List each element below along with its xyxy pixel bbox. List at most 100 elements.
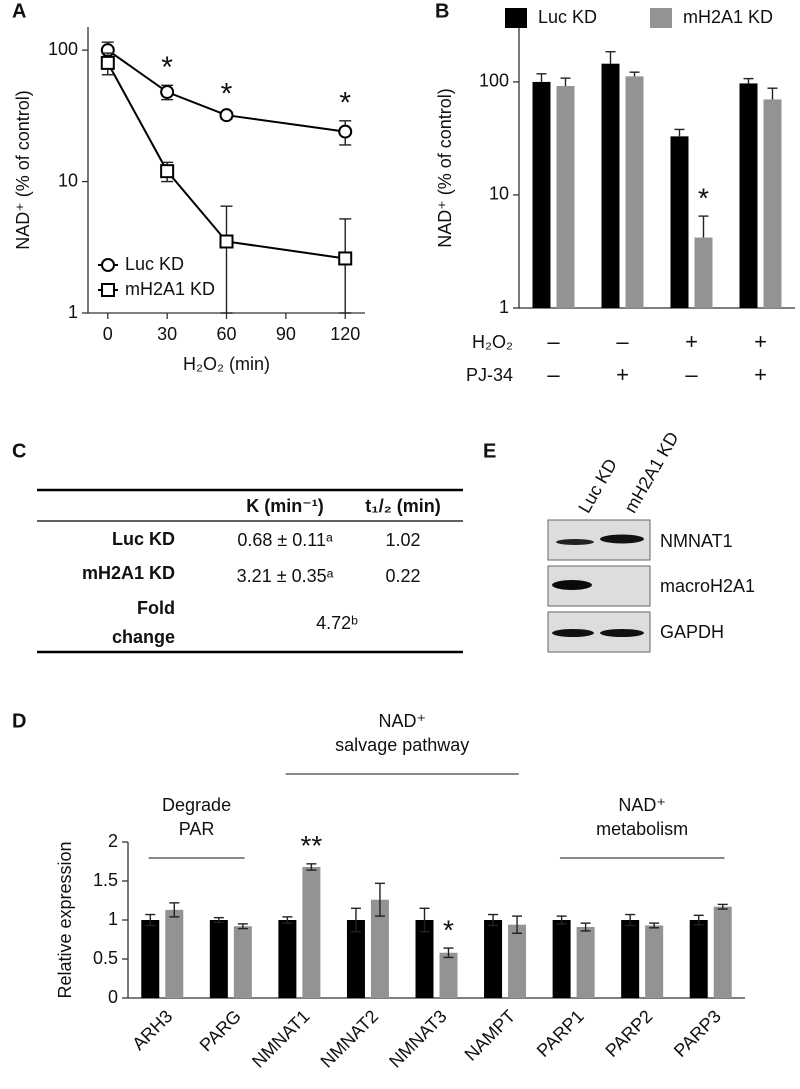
x-tick-label: 30 bbox=[157, 324, 177, 344]
point bbox=[100, 55, 115, 70]
x-tick-label: ARH3 bbox=[128, 1006, 176, 1054]
group-label: NAD⁺ bbox=[618, 795, 666, 815]
group-label: NAD⁺ bbox=[378, 711, 426, 731]
condition-value: – bbox=[685, 362, 698, 387]
y-axis-label: NAD⁺ (% of control) bbox=[435, 88, 455, 248]
bar bbox=[763, 99, 782, 308]
bar bbox=[278, 920, 297, 998]
y-tick-label: 1.5 bbox=[93, 870, 118, 890]
point bbox=[338, 251, 353, 266]
bar bbox=[233, 926, 252, 998]
blot-label: macroH2A1 bbox=[660, 576, 755, 596]
group-label: metabolism bbox=[596, 819, 688, 839]
bar bbox=[621, 920, 640, 998]
x-tick-label: PARP2 bbox=[601, 1006, 656, 1061]
bar bbox=[165, 909, 184, 998]
bar bbox=[645, 925, 664, 998]
band bbox=[552, 580, 592, 590]
panel-label: E bbox=[483, 440, 496, 462]
table-header: t₁/₂ (min) bbox=[365, 496, 440, 516]
legend-marker bbox=[101, 283, 115, 297]
legend-marker bbox=[101, 258, 115, 272]
condition-label: H₂O₂ bbox=[472, 332, 513, 352]
condition-label: PJ-34 bbox=[466, 365, 513, 385]
bar bbox=[508, 924, 527, 998]
table-cell: 0.22 bbox=[385, 566, 420, 586]
bar bbox=[713, 906, 732, 998]
y-tick-label: 100 bbox=[479, 71, 509, 91]
blot-label: GAPDH bbox=[660, 622, 724, 642]
condition-value: + bbox=[754, 329, 767, 354]
point bbox=[219, 234, 234, 249]
bar bbox=[346, 920, 365, 998]
y-axis-label: Relative expression bbox=[55, 841, 75, 998]
table-header: K (min⁻¹) bbox=[246, 496, 323, 516]
blot-label: NMNAT1 bbox=[660, 531, 733, 551]
bar bbox=[484, 920, 503, 998]
y-tick-label: 0.5 bbox=[93, 948, 118, 968]
legend-label: mH2A1 KD bbox=[125, 279, 215, 299]
y-tick-label: 10 bbox=[58, 170, 78, 190]
x-tick-label: NAMPT bbox=[461, 1006, 520, 1065]
lane-label: mH2A1 KD bbox=[620, 428, 682, 516]
table-cell: 1.02 bbox=[385, 530, 420, 550]
bar bbox=[576, 927, 595, 998]
bar bbox=[689, 920, 708, 998]
panel-label: C bbox=[12, 440, 26, 462]
condition-value: + bbox=[754, 362, 767, 387]
table-cell: 0.68 ± 0.11ᵃ bbox=[237, 530, 333, 550]
band bbox=[556, 539, 594, 545]
point bbox=[219, 108, 234, 123]
bar bbox=[141, 920, 160, 998]
y-tick-label: 1 bbox=[68, 302, 78, 322]
legend-swatch bbox=[505, 8, 527, 28]
point bbox=[160, 85, 175, 100]
y-tick-label: 10 bbox=[489, 184, 509, 204]
point bbox=[338, 124, 353, 139]
y-tick-label: 0 bbox=[108, 987, 118, 1007]
legend-label: Luc KD bbox=[538, 7, 597, 27]
row-label: mH2A1 KD bbox=[82, 563, 175, 583]
table-cell: 4.72ᵇ bbox=[316, 613, 358, 633]
row-label: Fold bbox=[137, 598, 175, 618]
x-tick-label: NMNAT2 bbox=[317, 1006, 383, 1072]
series-line bbox=[107, 49, 346, 133]
x-tick-label: PARG bbox=[196, 1006, 245, 1055]
x-tick-label: 90 bbox=[276, 324, 296, 344]
x-axis-label: H₂O₂ (min) bbox=[183, 354, 270, 374]
bar bbox=[532, 81, 551, 309]
bar bbox=[302, 866, 321, 998]
significance: * bbox=[161, 51, 173, 84]
x-tick-label: NMNAT3 bbox=[385, 1006, 451, 1072]
bar bbox=[556, 86, 575, 308]
significance: * bbox=[339, 87, 351, 120]
condition-value: – bbox=[547, 329, 560, 354]
significance: * bbox=[221, 78, 233, 111]
legend-swatch bbox=[650, 8, 672, 28]
legend-label: mH2A1 KD bbox=[683, 7, 773, 27]
x-tick-label: PARP1 bbox=[533, 1006, 588, 1061]
y-axis-label: NAD⁺ (% of control) bbox=[13, 90, 33, 250]
condition-value: + bbox=[685, 329, 698, 354]
y-tick-label: 1 bbox=[499, 297, 509, 317]
bar bbox=[552, 920, 571, 998]
bar bbox=[209, 920, 228, 998]
condition-value: – bbox=[547, 362, 560, 387]
y-tick-label: 2 bbox=[108, 831, 118, 851]
group-label: PAR bbox=[179, 819, 215, 839]
bar bbox=[439, 952, 458, 998]
significance: * bbox=[698, 183, 709, 214]
legend-label: Luc KD bbox=[125, 254, 184, 274]
y-tick-label: 100 bbox=[48, 39, 78, 59]
point bbox=[160, 164, 175, 179]
bar bbox=[670, 136, 689, 308]
bar bbox=[415, 920, 434, 998]
x-tick-label: NMNAT1 bbox=[248, 1006, 314, 1072]
series-line bbox=[106, 62, 346, 260]
x-tick-label: 60 bbox=[216, 324, 236, 344]
bar bbox=[601, 63, 620, 308]
group-label: Degrade bbox=[162, 795, 231, 815]
condition-value: – bbox=[616, 329, 629, 354]
